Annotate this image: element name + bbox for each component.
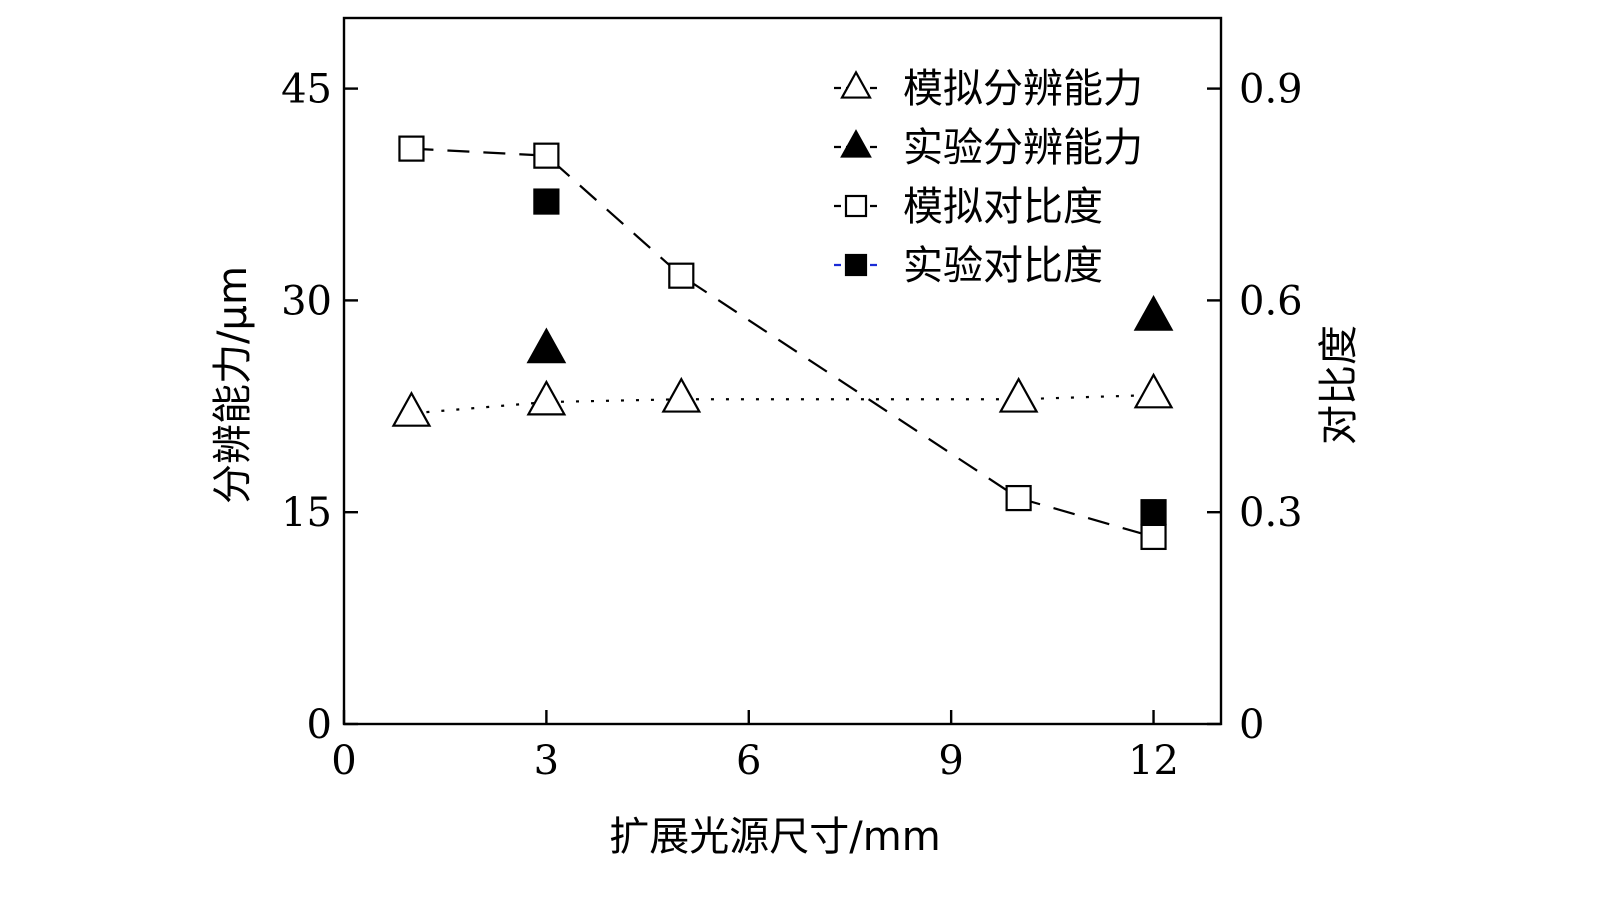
data-point-2-4 (1140, 523, 1167, 551)
x-tick-label: 3 (534, 738, 559, 784)
y-left-tick-label: 15 (281, 490, 332, 536)
y-axis-left: 0 15 30 45 (281, 67, 358, 748)
y-right-tick-label: 0 (1239, 702, 1264, 748)
series-line-2 (411, 147, 1154, 538)
data-point-0-4 (1133, 372, 1174, 409)
data-point-0-0 (391, 391, 432, 427)
legend-marker-0 (840, 70, 872, 99)
y-axis-right: 0 0.3 0.6 0.9 (1207, 67, 1303, 748)
y-right-tick-label: 0.6 (1239, 278, 1303, 324)
y-left-tick-label: 0 (307, 702, 332, 748)
x-tick-label: 6 (736, 738, 761, 784)
series-line-0 (411, 393, 1154, 415)
legend-label-1: 实验分辨能力 (903, 125, 1143, 171)
y-axis-right-title: 对比度 (1316, 325, 1362, 445)
data-point-0-3 (998, 376, 1039, 413)
y-right-tick-label: 0.9 (1239, 67, 1303, 113)
y-left-tick-label: 30 (281, 278, 332, 324)
x-axis: 0 3 6 9 12 (331, 710, 1179, 784)
data-point-3-0 (533, 188, 560, 215)
x-axis-title: 扩展光源尺寸/mm (609, 814, 940, 860)
legend-marker-3 (844, 253, 868, 277)
legend-label-2: 模拟对比度 (903, 184, 1103, 230)
legend-label-0: 模拟分辨能力 (903, 66, 1143, 112)
legend-marker-2 (844, 194, 868, 218)
data-point-0-2 (661, 376, 702, 413)
legend-label-3: 实验对比度 (903, 243, 1103, 289)
plot-frame (342, 16, 1223, 726)
y-right-tick-label: 0.3 (1239, 490, 1303, 536)
data-point-2-3 (1005, 484, 1032, 512)
data-point-2-0 (398, 135, 425, 162)
data-point-2-2 (668, 262, 695, 289)
y-axis-left-title: 分辨能力/μm (210, 266, 256, 504)
legend-marker-1 (840, 129, 872, 158)
y-left-tick-label: 45 (281, 67, 332, 113)
data-point-2-1 (533, 142, 560, 169)
x-tick-label: 9 (938, 738, 963, 784)
x-tick-label: 0 (331, 738, 356, 784)
data-point-0-1 (526, 379, 567, 416)
x-tick-label: 12 (1128, 738, 1179, 784)
plot-border (342, 16, 1223, 726)
data-point-1-1 (1133, 294, 1174, 331)
series-markers (391, 135, 1174, 551)
data-point-3-1 (1140, 499, 1167, 526)
data-point-1-0 (526, 327, 567, 364)
